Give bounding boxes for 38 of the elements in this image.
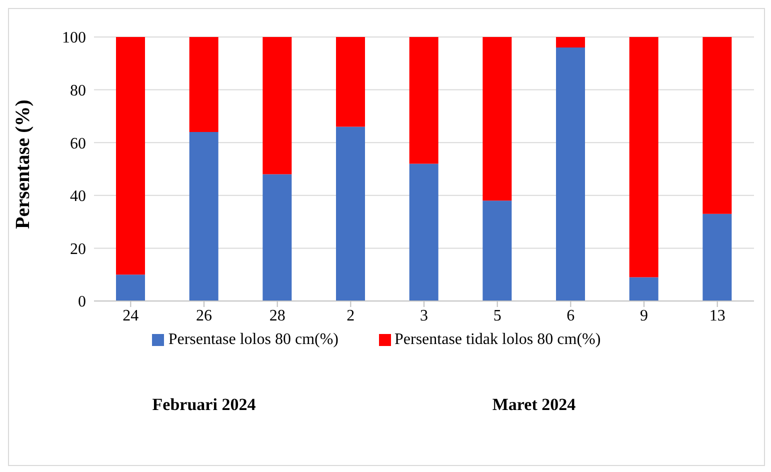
x-tick-label: 28 <box>269 307 286 324</box>
y-tick-label: 0 <box>78 294 86 311</box>
x-tick-label: 2 <box>346 307 355 324</box>
y-axis-title: Persentase (%) <box>12 100 34 229</box>
y-tick-label: 60 <box>70 135 86 152</box>
y-tick-label: 20 <box>70 240 86 258</box>
bar <box>189 132 218 301</box>
bar <box>189 37 218 132</box>
bar <box>116 37 145 275</box>
bar <box>336 126 365 301</box>
x-tick-label: 6 <box>566 307 575 324</box>
bar <box>262 174 292 301</box>
bar <box>482 200 512 301</box>
x-tick-label: 24 <box>122 307 139 324</box>
bar <box>629 37 658 278</box>
bar <box>702 214 732 301</box>
bar <box>409 37 438 164</box>
legend-label: Persentase tidak lolos 80 cm(%) <box>394 331 601 348</box>
bar <box>482 37 512 201</box>
legend-label: Persentase lolos 80 cm(%) <box>168 331 338 348</box>
y-tick-label: 80 <box>70 82 86 100</box>
bar <box>629 277 658 301</box>
x-tick-label: 26 <box>196 307 212 324</box>
bar <box>556 48 585 301</box>
bar <box>409 164 438 301</box>
bar <box>556 37 585 48</box>
x-tick-label: 13 <box>709 307 726 324</box>
bar <box>116 274 145 301</box>
bar <box>702 37 732 214</box>
x-tick-label: 3 <box>420 307 428 324</box>
text: Maret 2024 <box>491 395 577 415</box>
x-tick-label: 9 <box>640 307 648 324</box>
bar <box>262 37 292 174</box>
text: Februari 2024 <box>151 395 257 415</box>
bar <box>336 37 365 127</box>
x-tick-label: 5 <box>493 307 502 324</box>
y-tick-label: 100 <box>62 30 86 47</box>
y-tick-label: 40 <box>70 188 86 206</box>
